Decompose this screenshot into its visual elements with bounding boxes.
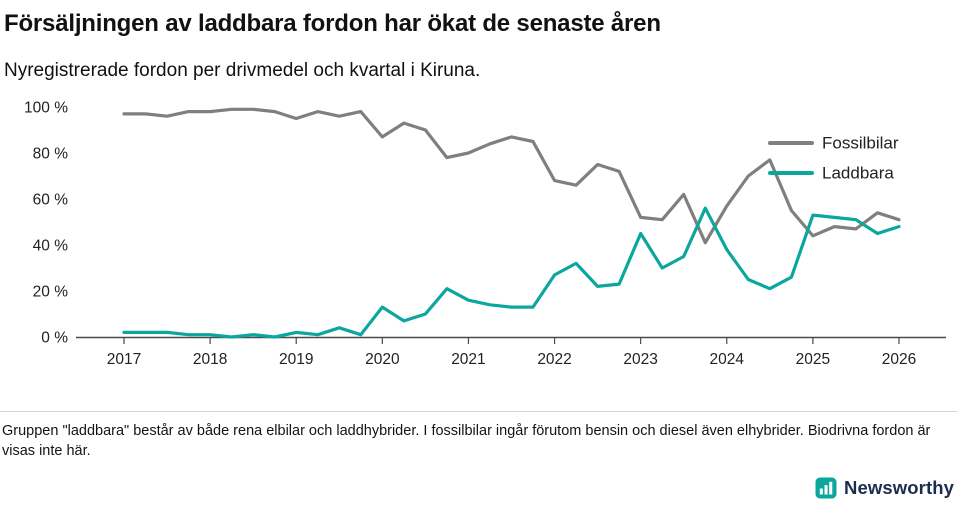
series-line-fossilbilar [122,107,901,244]
y-axis-tick-label: 100 % [24,99,68,116]
x-axis-tick-label: 2019 [279,351,313,368]
x-axis-tick-label: 2017 [107,351,141,368]
y-axis-tick-label: 80 % [33,145,69,162]
chart-title: Försäljningen av laddbara fordon har öka… [4,10,661,37]
y-axis-tick-label: 40 % [33,237,69,254]
x-axis-tick-label: 2021 [451,351,485,368]
x-axis-tick-label: 2022 [537,351,571,368]
legend-label-laddbara: Laddbara [822,163,894,182]
x-axis-tick-label: 2018 [193,351,227,368]
series-line-laddbara [122,206,901,339]
newsworthy-logo: Newsworthy [815,477,954,499]
x-axis-tick-label: 2023 [623,351,657,368]
chart-subtitle: Nyregistrerade fordon per drivmedel och … [4,59,481,81]
y-axis-tick-label: 60 % [33,191,69,208]
y-axis-tick-label: 0 % [41,329,68,346]
x-axis-tick-label: 2024 [710,351,745,368]
x-axis-tick-label: 2025 [796,351,830,368]
legend-label-fossilbilar: Fossilbilar [822,133,899,152]
x-axis-tick-label: 2020 [365,351,400,368]
x-axis-tick-label: 2026 [882,351,916,368]
newsworthy-icon [815,477,837,499]
chart-svg: 0 % 20 % 40 % 60 % 80 % 100 % 2017 2018 2019 2020… [24,99,946,368]
brand-name: Newsworthy [844,477,954,498]
footnote: Gruppen "laddbara" består av både rena e… [0,410,958,461]
y-axis-tick-label: 20 % [33,283,69,300]
